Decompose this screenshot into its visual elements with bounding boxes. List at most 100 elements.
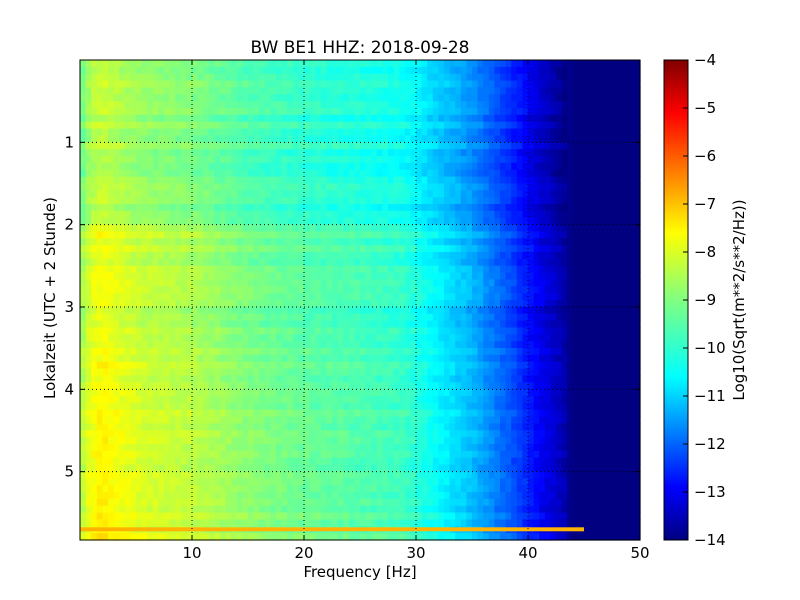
heatmap-cell xyxy=(388,169,395,178)
heatmap-cell xyxy=(113,341,120,349)
heatmap-cell xyxy=(298,293,305,301)
heatmap-cell xyxy=(578,361,585,370)
heatmap-cell xyxy=(505,252,512,260)
heatmap-cell xyxy=(108,101,115,109)
heatmap-cell xyxy=(130,265,137,274)
heatmap-cell xyxy=(91,183,98,191)
heatmap-cell xyxy=(556,272,563,281)
heatmap-cell xyxy=(192,238,199,246)
heatmap-cell xyxy=(248,348,255,356)
heatmap-cell xyxy=(595,87,602,95)
heatmap-cell xyxy=(158,300,165,308)
heatmap-cell xyxy=(617,245,624,253)
heatmap-cell xyxy=(186,87,193,95)
heatmap-cell xyxy=(175,210,182,219)
heatmap-cell xyxy=(421,94,428,102)
heatmap-cell xyxy=(617,60,624,68)
heatmap-cell xyxy=(561,128,568,137)
heatmap-cell xyxy=(595,121,602,130)
heatmap-cell xyxy=(623,320,630,329)
heatmap-cell xyxy=(628,156,635,164)
heatmap-cell xyxy=(287,272,294,281)
heatmap-cell xyxy=(186,286,193,294)
heatmap-cell xyxy=(147,306,154,315)
heatmap-cell xyxy=(298,156,305,164)
heatmap-cell xyxy=(623,183,630,191)
heatmap-cell xyxy=(343,176,350,185)
heatmap-cell xyxy=(102,169,109,178)
heatmap-cell xyxy=(203,327,210,335)
heatmap-cell xyxy=(203,320,210,329)
heatmap-cell xyxy=(516,286,523,294)
heatmap-cell xyxy=(472,176,479,185)
heatmap-cell xyxy=(449,252,456,260)
heatmap-cell xyxy=(186,348,193,356)
heatmap-cell xyxy=(595,327,602,335)
heatmap-cell xyxy=(455,361,462,370)
heatmap-cell xyxy=(376,389,383,397)
heatmap-cell xyxy=(108,389,115,397)
heatmap-cell xyxy=(421,334,428,342)
heatmap-cell xyxy=(119,327,126,335)
heatmap-cell xyxy=(466,293,473,301)
heatmap-cell xyxy=(175,204,182,212)
heatmap-cell xyxy=(130,389,137,397)
heatmap-cell xyxy=(85,183,92,191)
heatmap-cell xyxy=(634,389,641,397)
heatmap-cell xyxy=(337,169,344,178)
heatmap-cell xyxy=(595,169,602,178)
heatmap-cell xyxy=(561,327,568,335)
heatmap-cell xyxy=(264,306,271,315)
heatmap-cell xyxy=(152,183,159,191)
heatmap-cell xyxy=(567,341,574,349)
heatmap-cell xyxy=(102,279,109,287)
heatmap-cell xyxy=(287,80,294,89)
heatmap-cell xyxy=(108,66,115,75)
heatmap-cell xyxy=(108,265,115,274)
heatmap-cell xyxy=(320,204,327,212)
heatmap-cell xyxy=(410,306,417,315)
heatmap-cell xyxy=(494,258,501,267)
heatmap-cell xyxy=(365,80,372,89)
heatmap-cell xyxy=(606,293,613,301)
heatmap-cell xyxy=(421,190,428,198)
heatmap-cell xyxy=(528,60,535,68)
heatmap-cell xyxy=(539,258,546,267)
heatmap-cell xyxy=(404,156,411,164)
heatmap-cell xyxy=(477,135,484,143)
heatmap-cell xyxy=(578,272,585,281)
heatmap-cell xyxy=(136,121,143,130)
heatmap-cell xyxy=(231,149,238,157)
heatmap-cell xyxy=(85,313,92,322)
heatmap-cell xyxy=(292,272,299,281)
heatmap-cell xyxy=(533,142,540,150)
heatmap-cell xyxy=(180,87,187,95)
heatmap-cell xyxy=(444,197,451,205)
heatmap-cell xyxy=(214,108,221,116)
heatmap-cell xyxy=(516,121,523,130)
heatmap-cell xyxy=(505,382,512,390)
heatmap-cell xyxy=(628,300,635,308)
heatmap-cell xyxy=(259,327,266,335)
heatmap-cell xyxy=(500,341,507,349)
heatmap-cell xyxy=(578,108,585,116)
heatmap-cell xyxy=(152,210,159,219)
heatmap-cell xyxy=(544,149,551,157)
heatmap-cell xyxy=(108,313,115,322)
heatmap-cell xyxy=(388,190,395,198)
heatmap-cell xyxy=(85,286,92,294)
heatmap-cell xyxy=(404,169,411,178)
heatmap-cell xyxy=(80,354,87,363)
heatmap-cell xyxy=(180,162,187,171)
heatmap-cell xyxy=(242,142,249,150)
heatmap-cell xyxy=(556,176,563,185)
heatmap-cell xyxy=(203,245,210,253)
heatmap-cell xyxy=(259,320,266,329)
heatmap-cell xyxy=(203,306,210,315)
heatmap-cell xyxy=(276,204,283,212)
heatmap-cell xyxy=(108,375,115,383)
heatmap-cell xyxy=(259,142,266,150)
heatmap-cell xyxy=(147,142,154,150)
heatmap-cell xyxy=(444,176,451,185)
heatmap-cell xyxy=(236,156,243,164)
